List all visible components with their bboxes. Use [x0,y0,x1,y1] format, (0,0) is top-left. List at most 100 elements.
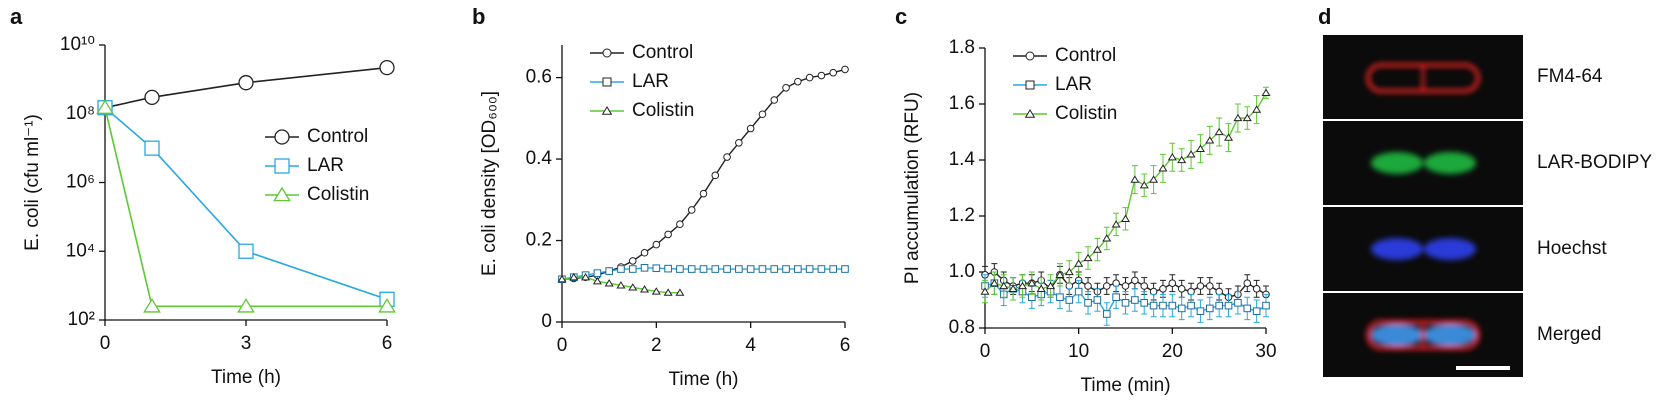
data-point [1234,299,1242,307]
legend-marker [274,129,290,145]
data-point [640,264,649,272]
data-point [143,298,161,313]
legend-label: Control [307,126,368,147]
data-point [604,279,614,287]
x-tick-label: 3 [241,333,252,354]
data-point [1120,214,1131,222]
x-tick-label: 30 [1255,341,1276,362]
data-point [1233,113,1243,122]
data-point [640,248,649,257]
y-tick-label: 10⁴ [66,240,95,261]
channel-label: Hoechst [1537,238,1607,259]
data-point [1149,301,1158,310]
data-point [805,265,814,273]
data-point [1206,304,1214,313]
data-point [617,265,625,273]
data-point [144,89,160,105]
y-tick-label: 1.6 [949,93,975,114]
data-point [1131,276,1139,285]
data-point [735,265,743,273]
data-point [1131,296,1139,304]
data-point [829,265,838,273]
data-point [687,206,696,214]
data-point [782,83,790,92]
x-tick-label: 0 [100,333,111,354]
data-point [999,281,1009,290]
data-point [664,230,672,239]
legend-label: Control [1055,45,1116,66]
legend-marker [1025,80,1035,90]
data-point [378,298,396,313]
y-tick-label: 1.8 [949,37,975,58]
data-point [723,153,731,161]
legend-label: LAR [307,155,344,176]
data-point [1224,301,1233,310]
legend-marker [602,48,612,58]
data-point [794,265,802,273]
legend-marker [1025,51,1035,61]
data-point [144,140,160,156]
data-point [96,99,114,114]
data-point [569,272,579,281]
data-point [1084,282,1092,290]
data-point [1177,155,1187,164]
data-point [1074,287,1083,296]
y-tick-label: 0 [541,311,552,332]
data-point [1064,267,1074,276]
cell-dna [1371,238,1476,260]
data-point [640,285,650,293]
y-axis-label: PI accumulation (RFU) [902,92,923,284]
data-point [1252,105,1262,113]
x-tick-label: 10 [1068,341,1089,362]
x-axis-label: Time (h) [211,367,281,388]
data-point [758,110,767,119]
y-tick-label: 10⁶ [66,172,95,193]
data-point [1093,296,1102,304]
data-point [557,274,567,283]
data-point [841,265,849,273]
data-point [1243,279,1252,288]
data-point [628,265,637,273]
data-point [1159,301,1167,310]
data-point [746,124,755,133]
data-point [817,71,826,80]
data-point [593,269,602,277]
y-tick-label: 10² [68,309,95,330]
data-point [1177,304,1186,313]
data-point [1112,293,1120,301]
y-tick-label: 0.4 [526,148,553,169]
chart: a 10² 10⁴ 10⁶ 10⁸ 10¹⁰ 0 3 6 Time (h) E. coli (cfu… [10,4,396,388]
data-point [989,278,999,287]
data-point [1102,310,1111,318]
data-point [1084,299,1092,307]
data-point [805,73,814,82]
data-point [1056,293,1064,301]
data-point [237,298,255,313]
data-point [1140,282,1149,290]
y-tick-label: 0.6 [526,67,552,88]
data-point [1262,301,1270,310]
x-tick-label: 4 [745,335,756,356]
x-axis-label: Time (h) [668,369,738,390]
panel-label: b [472,4,485,29]
data-point [980,287,990,295]
legend-marker [273,186,291,202]
data-point [1139,180,1149,189]
data-point [770,265,779,273]
channel-label: LAR-BODIPY [1537,152,1652,173]
x-axis-label: Time (min) [1080,375,1170,396]
legend-marker [601,106,613,115]
y-tick-label: 1.4 [949,149,976,170]
series-line [561,68,846,280]
data-point [1149,175,1159,183]
data-point [758,265,767,273]
x-tick-label: 2 [651,335,662,356]
data-point [1158,164,1168,172]
data-point [1055,270,1065,278]
data-point [1252,285,1261,293]
data-point [1186,150,1196,158]
data-point [628,257,637,265]
data-point [1102,282,1111,290]
x-tick-label: 6 [840,335,851,356]
